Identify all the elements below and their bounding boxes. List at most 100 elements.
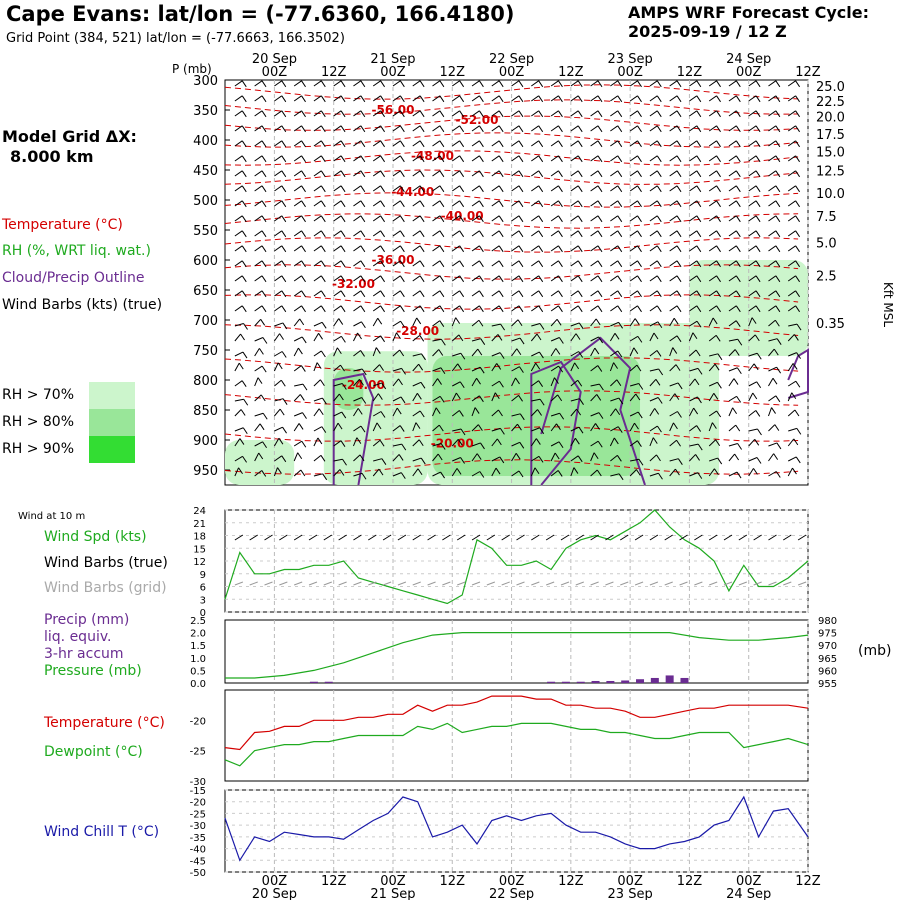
surface-wind-barb (634, 534, 644, 541)
pressure-tick-800: 800 (193, 374, 218, 389)
wind-ytick-3: 3 (200, 595, 206, 606)
wind-barb (511, 337, 525, 345)
wind-barb (610, 110, 623, 118)
top-time-tick-9: 12Z (795, 65, 821, 80)
wind-barb (432, 407, 441, 417)
wind-barb (412, 125, 425, 133)
rh-region-3 (225, 440, 295, 485)
wind-barb (254, 452, 264, 462)
wind-barb (570, 398, 584, 405)
wind-barb (491, 363, 502, 372)
wind-barb (234, 380, 247, 387)
bottom-time-tick-6: 00Z (617, 874, 643, 889)
wind-barb (570, 455, 583, 463)
wind-barb (768, 471, 781, 478)
surface-grid-barb (471, 581, 481, 586)
wind-barb (610, 200, 623, 208)
isotherm-10 (224, 294, 799, 310)
wind-barb (748, 317, 757, 327)
wind-barb (610, 275, 623, 283)
wind-barb (451, 95, 465, 103)
surface-wind-barb (338, 534, 347, 541)
wind-barb (629, 215, 642, 223)
wind-barb (254, 155, 267, 163)
wind-barb (728, 125, 741, 133)
wind-barb (432, 80, 445, 88)
surface-grid-barb (709, 581, 718, 586)
wind-barb (392, 305, 405, 313)
wind-barb (570, 437, 580, 447)
wind-barb (728, 349, 740, 357)
wind-barb (728, 140, 741, 148)
wind-barb (649, 245, 662, 253)
wind-barb (293, 185, 306, 193)
wind-barb (570, 185, 583, 193)
wind-barb (531, 110, 544, 118)
wind-barb (333, 364, 345, 372)
wind-barb (708, 381, 722, 389)
surface-wind-barb (768, 534, 777, 541)
surface-wind-barb (397, 534, 407, 541)
isotherm-8 (224, 237, 799, 253)
wind-barb (511, 453, 521, 462)
wind-barb (471, 95, 484, 103)
surface-wind-barb (293, 534, 303, 541)
wind-barb (787, 80, 801, 88)
isotherm-2 (224, 115, 799, 131)
wind-barb (333, 245, 346, 253)
wind-barb (392, 80, 405, 88)
precip-bar-8 (636, 679, 645, 683)
wind-barb (234, 80, 247, 88)
surface-wind-barb (308, 534, 318, 541)
wind-barb (333, 80, 346, 88)
top-time-tick-3: 12Z (440, 65, 466, 80)
wind-barb (669, 458, 683, 465)
wind-barb (274, 351, 287, 358)
surface-wind-barb (323, 534, 333, 541)
height-tick-2: 20.0 (816, 111, 845, 126)
isotherm-5 (224, 169, 799, 185)
wind-barb (451, 155, 465, 163)
wind-barb (787, 140, 801, 148)
wind-barb (451, 185, 465, 193)
wind-barb (649, 378, 661, 387)
wind-barb (748, 95, 761, 103)
surface-grid-barb (605, 581, 614, 586)
wind-barb (728, 338, 743, 346)
surface-grid-barb (338, 581, 347, 586)
wind-barb (610, 230, 623, 238)
wind-barb (392, 230, 405, 238)
wind-barb (254, 412, 268, 420)
wind-barb (570, 125, 583, 133)
wind-barb (649, 275, 662, 283)
wind-barb (313, 80, 326, 88)
wind-barb (234, 185, 247, 193)
wind-barb (471, 245, 484, 253)
wind-barb (372, 230, 386, 238)
precip-ytick-0: 2.5 (190, 616, 206, 627)
wind-barb (333, 170, 346, 178)
wind-barb (313, 155, 326, 163)
wind-barb (590, 318, 601, 327)
wind-barb (372, 185, 386, 193)
wind-barb (530, 467, 540, 477)
wind-barb (274, 275, 287, 283)
wind-barb (748, 110, 761, 118)
wind-barb (511, 125, 524, 133)
wind-barb (708, 317, 718, 327)
wind-barb (550, 125, 563, 133)
wind-barb (412, 317, 422, 327)
wind-barb (313, 215, 326, 223)
surface-grid-barb (649, 581, 659, 586)
rh-swatch-70 (89, 382, 135, 409)
wind-barb (708, 334, 721, 342)
wind-barb (570, 215, 583, 223)
wind-barb (274, 305, 287, 313)
bottom-date-label-3: 23 Sep (608, 887, 653, 900)
surface-grid-barb (783, 581, 792, 586)
wind-barb (234, 305, 247, 313)
wind-barb (412, 275, 425, 283)
surface-grid-barb (382, 581, 392, 586)
wind-barb (669, 393, 680, 402)
wind-barb (768, 185, 781, 193)
